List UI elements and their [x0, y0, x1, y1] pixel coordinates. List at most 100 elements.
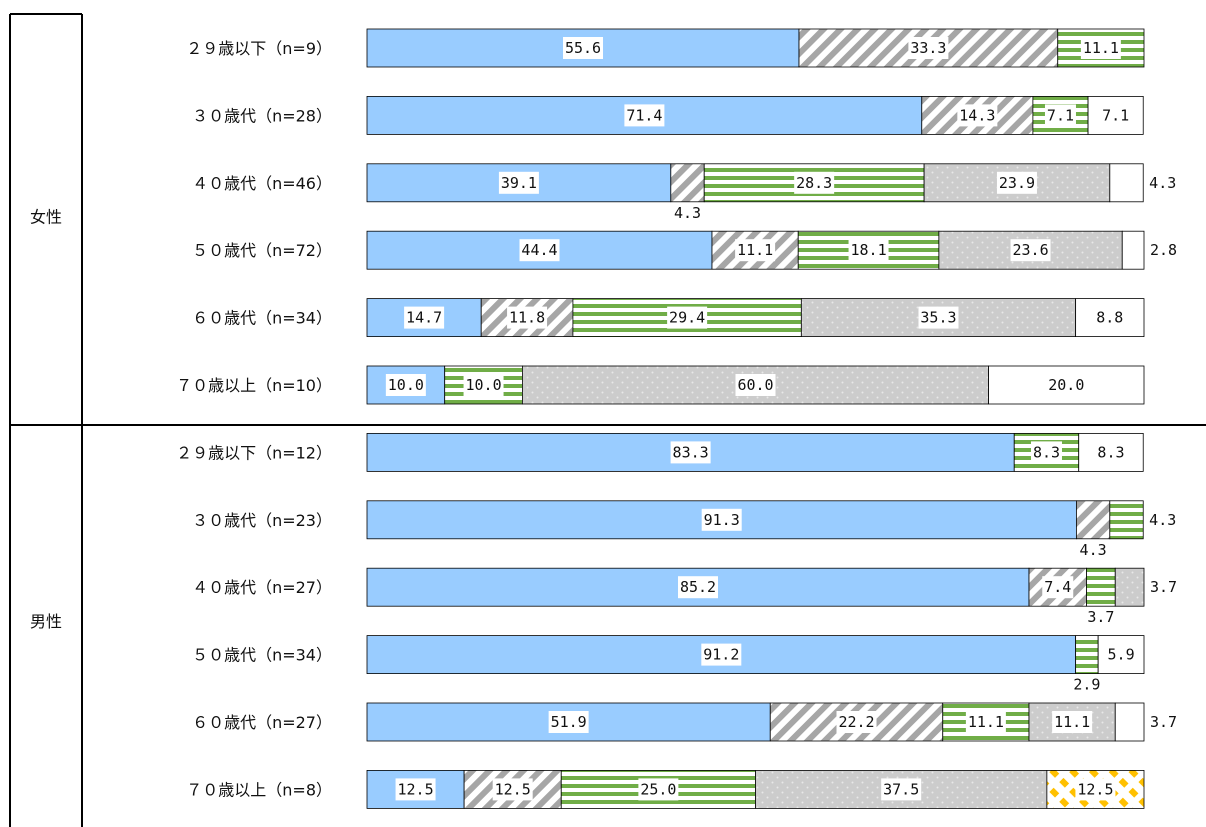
- data-label-bg: [1080, 37, 1121, 59]
- data-label-bg: [395, 778, 436, 801]
- data-label-bg: [1075, 778, 1116, 801]
- data-label-bg: [624, 104, 665, 127]
- bar-segment: [366, 230, 713, 270]
- data-label-bg: [638, 778, 679, 801]
- data-label-bg: [1100, 104, 1132, 127]
- data-label-bg: [385, 374, 426, 396]
- data-label: 33.3: [910, 39, 946, 57]
- row-label: ５０歳代（n=72）: [192, 241, 332, 260]
- data-label: 12.5: [398, 780, 434, 798]
- data-label: 11.1: [737, 241, 773, 259]
- data-label: 12.5: [1077, 780, 1113, 798]
- row-label: ２９歳以下（n=9）: [186, 39, 332, 58]
- data-label: 28.3: [796, 174, 832, 192]
- data-label: 44.4: [521, 241, 557, 259]
- data-label-bg: [492, 778, 533, 801]
- data-label: 37.5: [883, 780, 919, 798]
- data-label: 39.1: [501, 174, 537, 192]
- data-label-bg: [1042, 576, 1074, 599]
- data-label-bg: [463, 374, 504, 396]
- bar-segment: [1114, 702, 1145, 742]
- data-label: 91.2: [703, 646, 739, 664]
- table-frame: [9, 13, 1206, 827]
- data-label-bg: [678, 576, 719, 599]
- data-label-bg: [918, 306, 959, 329]
- data-label-bg: [1046, 374, 1087, 396]
- data-label: 55.6: [565, 39, 601, 57]
- bar-segment: [1086, 567, 1116, 607]
- data-label-bg: [735, 239, 776, 262]
- data-label: 3.7: [1087, 608, 1114, 626]
- data-label: 83.3: [673, 443, 709, 461]
- data-label-bg: [1095, 441, 1127, 464]
- data-label: 11.1: [1054, 713, 1090, 731]
- row-label: ５０歳代（n=34）: [192, 646, 332, 665]
- data-label: 85.2: [680, 578, 716, 596]
- bar-segment: [1114, 567, 1145, 607]
- data-label: 10.0: [465, 376, 501, 394]
- data-label: 25.0: [640, 780, 676, 798]
- data-label: 29.4: [669, 309, 705, 327]
- data-label: 91.3: [704, 511, 740, 529]
- data-label: 4.3: [1149, 511, 1176, 529]
- data-label: 7.1: [1102, 106, 1129, 124]
- data-label: 4.3: [674, 204, 701, 222]
- data-label-bg: [1105, 643, 1137, 666]
- data-label-bg: [1094, 306, 1126, 329]
- data-label-bg: [1052, 711, 1093, 733]
- data-label: 23.9: [999, 174, 1035, 192]
- data-label: 2.8: [1150, 241, 1177, 259]
- data-label: 11.1: [968, 713, 1004, 731]
- data-label: 2.9: [1073, 676, 1100, 694]
- data-label-bg: [1010, 239, 1051, 262]
- data-label: 8.8: [1096, 309, 1123, 327]
- row-label: ３０歳代（n=23）: [192, 511, 332, 530]
- data-label: 60.0: [737, 376, 773, 394]
- data-label: 71.4: [626, 106, 662, 124]
- data-label: 14.7: [406, 309, 442, 327]
- data-label: 5.9: [1108, 646, 1135, 664]
- bar-segment: [1109, 500, 1144, 540]
- data-label-bg: [701, 508, 742, 531]
- group-label-0: 女性: [30, 208, 62, 227]
- data-label: 35.3: [920, 309, 956, 327]
- row-label: ４０歳代（n=46）: [192, 174, 332, 193]
- row-label: ７０歳以上（n=8）: [186, 780, 332, 799]
- row-label: ６０歳代（n=27）: [192, 713, 332, 732]
- data-label: 11.8: [509, 309, 545, 327]
- data-label: 14.3: [959, 106, 995, 124]
- row-label: ４０歳代（n=27）: [192, 578, 332, 597]
- bar-segment: [1109, 163, 1144, 203]
- data-label: 3.7: [1150, 578, 1177, 596]
- data-label-bg: [1030, 441, 1062, 464]
- data-label-bg: [908, 37, 949, 59]
- data-label-bg: [667, 306, 708, 329]
- row-label: ３０歳代（n=28）: [192, 106, 332, 125]
- data-label-bg: [404, 306, 445, 329]
- data-label: 4.3: [1149, 174, 1176, 192]
- data-label-bg: [548, 711, 589, 733]
- data-label-bg: [735, 374, 776, 396]
- data-label-bg: [794, 171, 835, 194]
- data-label: 23.6: [1012, 241, 1048, 259]
- data-label-bg: [701, 643, 742, 666]
- data-label: 20.0: [1048, 376, 1084, 394]
- data-label-bg: [498, 171, 539, 194]
- data-label: 4.3: [1080, 541, 1107, 559]
- bar-segment: [1075, 635, 1099, 674]
- bar-segment: [1121, 230, 1145, 270]
- data-label: 7.4: [1044, 578, 1071, 596]
- bars-layer: [366, 28, 1145, 809]
- data-label-bg: [670, 441, 711, 464]
- row-label: ２９歳以下（n=12）: [176, 443, 332, 462]
- bar-segment: [1076, 500, 1111, 540]
- data-label-bg: [881, 778, 922, 801]
- labels-layer: 女性 ２９歳以下（n=9） 55.6 33.3 11.1 ３０歳代（n=28） 71.4 14…: [30, 37, 1177, 801]
- data-label-bg: [1044, 104, 1076, 127]
- data-label-bg: [996, 171, 1037, 194]
- data-label-bg: [507, 306, 548, 329]
- data-label: 8.3: [1033, 443, 1060, 461]
- data-label-bg: [836, 711, 877, 733]
- data-label: 18.1: [850, 241, 886, 259]
